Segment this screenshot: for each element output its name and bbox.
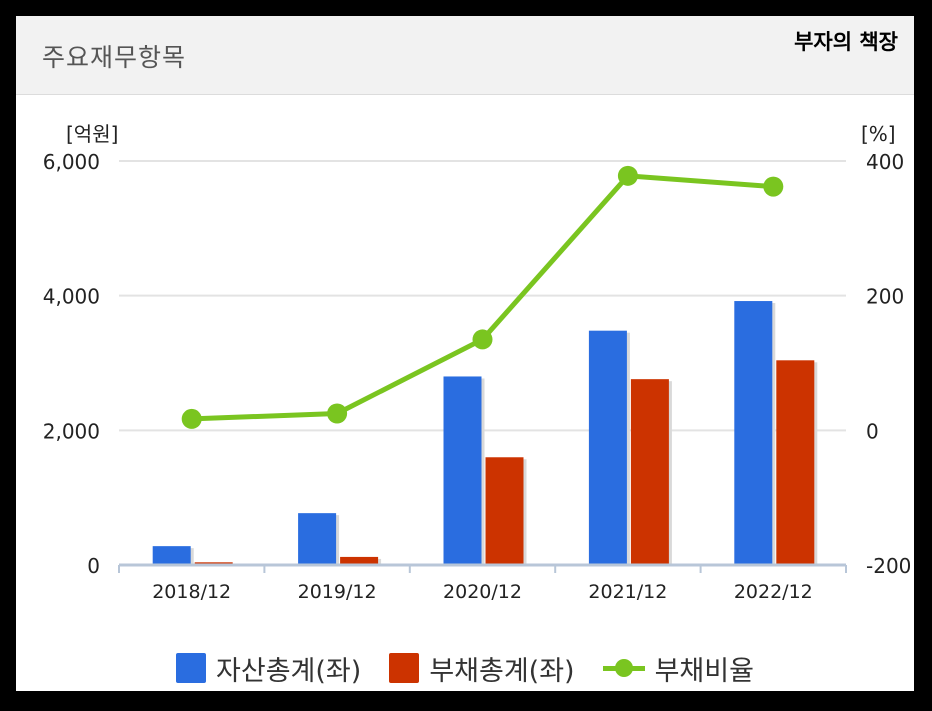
- legend-label-debt-ratio: 부채비율: [654, 655, 754, 687]
- y-left-tick-label: 0: [87, 554, 100, 578]
- y-right-unit-label: [%]: [861, 122, 896, 146]
- panel-title: 주요재무항목: [42, 43, 187, 72]
- combo-chart: 0 2,000 4,000 6,000 -200 0 200 400 [억원] [%] 2018/1…: [43, 122, 912, 603]
- x-tick-label: 2020/12: [443, 581, 522, 603]
- bar-liabilities: [630, 379, 669, 565]
- panel-header: 주요재무항목: [16, 16, 914, 95]
- legend-label-liabilities: 부채총계(좌): [429, 655, 575, 687]
- chart-panel: 주요재무항목 부자의 책장 0 2,000 4,000 6,000 -200 0 200 40…: [16, 16, 914, 691]
- bar-liabilities: [776, 360, 815, 565]
- x-tick-label: 2019/12: [298, 581, 377, 603]
- bar-assets: [443, 376, 482, 565]
- bar-assets: [298, 513, 337, 565]
- legend-item-debt-ratio[interactable]: 부채비율: [602, 649, 754, 688]
- debt-ratio-point: [763, 176, 784, 197]
- x-tick-label: 2018/12: [152, 581, 231, 603]
- bar-assets: [588, 330, 627, 565]
- y-right-tick-label: 400: [866, 150, 904, 174]
- x-tick-label: 2022/12: [734, 581, 813, 603]
- y-left-unit-label: [억원]: [66, 122, 118, 146]
- legend-swatch-assets: [176, 653, 207, 683]
- debt-ratio-point: [472, 329, 493, 350]
- bar-assets: [734, 301, 773, 565]
- legend-label-assets: 자산총계(좌): [216, 655, 362, 687]
- legend-item-liabilities[interactable]: 부채총계(좌): [389, 649, 575, 688]
- debt-ratio-point: [617, 165, 638, 186]
- bar-liabilities: [485, 457, 524, 565]
- chart-legend: 자산총계(좌) 부채총계(좌) 부채비율: [16, 648, 914, 688]
- y-left-tick-label: 2,000: [43, 419, 100, 443]
- y-left-tick-label: 4,000: [43, 285, 100, 309]
- debt-ratio-point: [181, 408, 202, 429]
- y-left-tick-label: 6,000: [43, 150, 100, 174]
- legend-swatch-liabilities: [389, 653, 420, 683]
- debt-ratio-point: [327, 403, 348, 424]
- bar-liabilities: [340, 556, 379, 565]
- x-tick-label: 2021/12: [588, 581, 667, 603]
- watermark-text: 부자의 책장: [794, 30, 898, 54]
- y-right-tick-label: 0: [866, 419, 879, 443]
- legend-swatch-debt-ratio: [602, 653, 645, 683]
- y-right-tick-label: 200: [866, 285, 904, 309]
- bar-assets: [152, 546, 191, 565]
- legend-item-assets[interactable]: 자산총계(좌): [176, 649, 361, 688]
- y-right-tick-label: -200: [866, 554, 911, 578]
